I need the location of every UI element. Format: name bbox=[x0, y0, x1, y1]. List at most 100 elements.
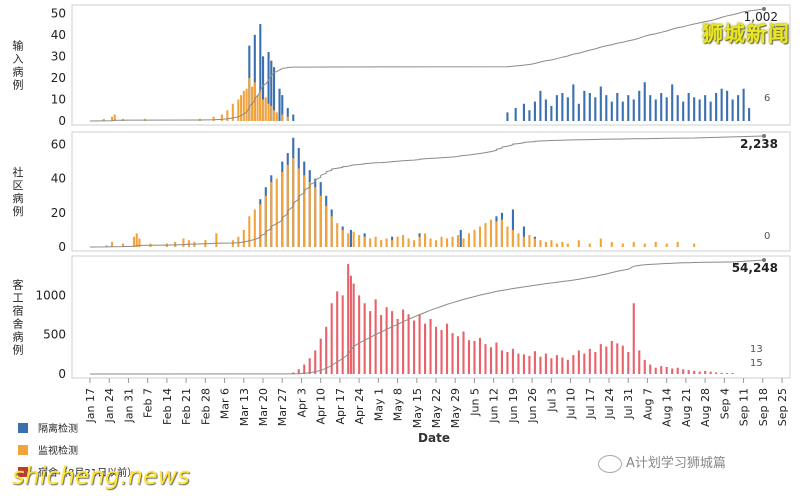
bar bbox=[363, 303, 366, 374]
bar bbox=[506, 351, 509, 374]
bar bbox=[102, 118, 105, 121]
bar bbox=[385, 238, 388, 247]
bar bbox=[231, 103, 234, 121]
bar bbox=[594, 97, 597, 121]
x-axis-label: Date bbox=[418, 431, 450, 445]
bar bbox=[435, 326, 438, 374]
bar bbox=[665, 366, 668, 374]
series-1 bbox=[102, 77, 289, 121]
bar bbox=[533, 101, 536, 121]
bar bbox=[380, 240, 383, 247]
bar bbox=[588, 243, 591, 247]
legend-label: 隔离检测 bbox=[38, 422, 78, 435]
x-tick-label: May 29 bbox=[449, 388, 462, 428]
bar bbox=[748, 108, 751, 121]
bar bbox=[506, 112, 509, 121]
bar bbox=[528, 355, 531, 374]
bar bbox=[281, 114, 284, 121]
bar bbox=[643, 359, 646, 374]
cumulative-end-marker bbox=[762, 7, 766, 11]
bar bbox=[248, 77, 251, 121]
last-value-label: 6 bbox=[764, 93, 770, 104]
bar bbox=[742, 88, 745, 121]
x-tick-label: Mar 27 bbox=[276, 388, 289, 426]
bar bbox=[660, 93, 663, 121]
bar bbox=[698, 99, 701, 121]
x-tick-label: Aug 28 bbox=[699, 388, 712, 427]
x-tick-label: Aug 21 bbox=[680, 388, 693, 427]
y-tick-label: 0 bbox=[58, 367, 66, 381]
last-value-label: 13 bbox=[750, 344, 763, 355]
bar bbox=[588, 93, 591, 121]
bar bbox=[555, 243, 558, 247]
y-axis-label-char: 输 bbox=[13, 39, 24, 53]
x-tick-label: Feb 14 bbox=[161, 388, 174, 425]
x-tick-label: Jun 19 bbox=[507, 388, 520, 424]
bar bbox=[262, 56, 265, 122]
y-axis-label-char: 例 bbox=[13, 343, 24, 357]
bar bbox=[473, 340, 476, 374]
bar bbox=[341, 229, 344, 247]
bar bbox=[632, 303, 635, 374]
y-axis-label-char: 宿 bbox=[13, 304, 24, 318]
bar bbox=[693, 97, 696, 121]
bar bbox=[726, 372, 729, 374]
bar bbox=[363, 236, 366, 247]
bar bbox=[627, 351, 630, 374]
bar bbox=[253, 82, 256, 121]
bar bbox=[132, 236, 136, 247]
bar bbox=[599, 344, 602, 374]
bar bbox=[138, 238, 141, 247]
bar bbox=[330, 303, 333, 374]
bar bbox=[533, 238, 536, 247]
bar bbox=[704, 370, 707, 374]
bar bbox=[303, 175, 306, 247]
y-axis-label-char: 例 bbox=[13, 78, 24, 92]
bar bbox=[484, 223, 487, 247]
bar bbox=[424, 233, 427, 247]
bar bbox=[391, 311, 394, 374]
x-axis: Jan 17 Jan 24 Jan 31 Feb 7 Feb 14 Feb 21 Feb 2… bbox=[84, 378, 789, 428]
bar bbox=[245, 88, 248, 121]
bar bbox=[341, 295, 344, 374]
bar bbox=[467, 233, 471, 247]
bar bbox=[215, 233, 218, 247]
cumulative-line bbox=[89, 8, 765, 122]
bar bbox=[627, 95, 630, 121]
bar bbox=[577, 103, 580, 121]
bar bbox=[429, 238, 432, 247]
y-tick-label: 20 bbox=[51, 71, 66, 85]
y-axis-label-char: 工 bbox=[13, 292, 24, 305]
bar bbox=[599, 238, 602, 247]
bar bbox=[715, 93, 718, 121]
bar bbox=[352, 283, 355, 374]
bar bbox=[270, 60, 273, 121]
y-tick-label: 500 bbox=[43, 328, 66, 342]
x-tick-label: Jun 26 bbox=[526, 388, 539, 424]
bar bbox=[270, 105, 273, 121]
bar bbox=[544, 99, 547, 121]
bar bbox=[489, 219, 493, 247]
bar bbox=[424, 323, 427, 374]
x-tick-label: May 15 bbox=[411, 388, 424, 428]
bar bbox=[374, 299, 377, 374]
x-tick-label: Sep 25 bbox=[776, 388, 789, 426]
y-tick-label: 0 bbox=[58, 114, 66, 128]
cumulative-end-marker bbox=[762, 134, 766, 138]
x-tick-label: Apr 17 bbox=[334, 388, 347, 425]
bar bbox=[594, 351, 597, 374]
y-axis-label-char: 区 bbox=[13, 179, 24, 192]
bar bbox=[539, 356, 542, 374]
bar bbox=[325, 206, 328, 247]
bar bbox=[500, 219, 504, 247]
x-tick-label: Mar 6 bbox=[219, 388, 232, 419]
bar bbox=[435, 240, 438, 247]
bar bbox=[528, 235, 531, 247]
bar bbox=[649, 95, 652, 121]
bar bbox=[654, 99, 657, 121]
bar bbox=[451, 333, 454, 374]
bar bbox=[349, 275, 352, 374]
bar bbox=[187, 240, 190, 247]
bar bbox=[220, 114, 223, 121]
